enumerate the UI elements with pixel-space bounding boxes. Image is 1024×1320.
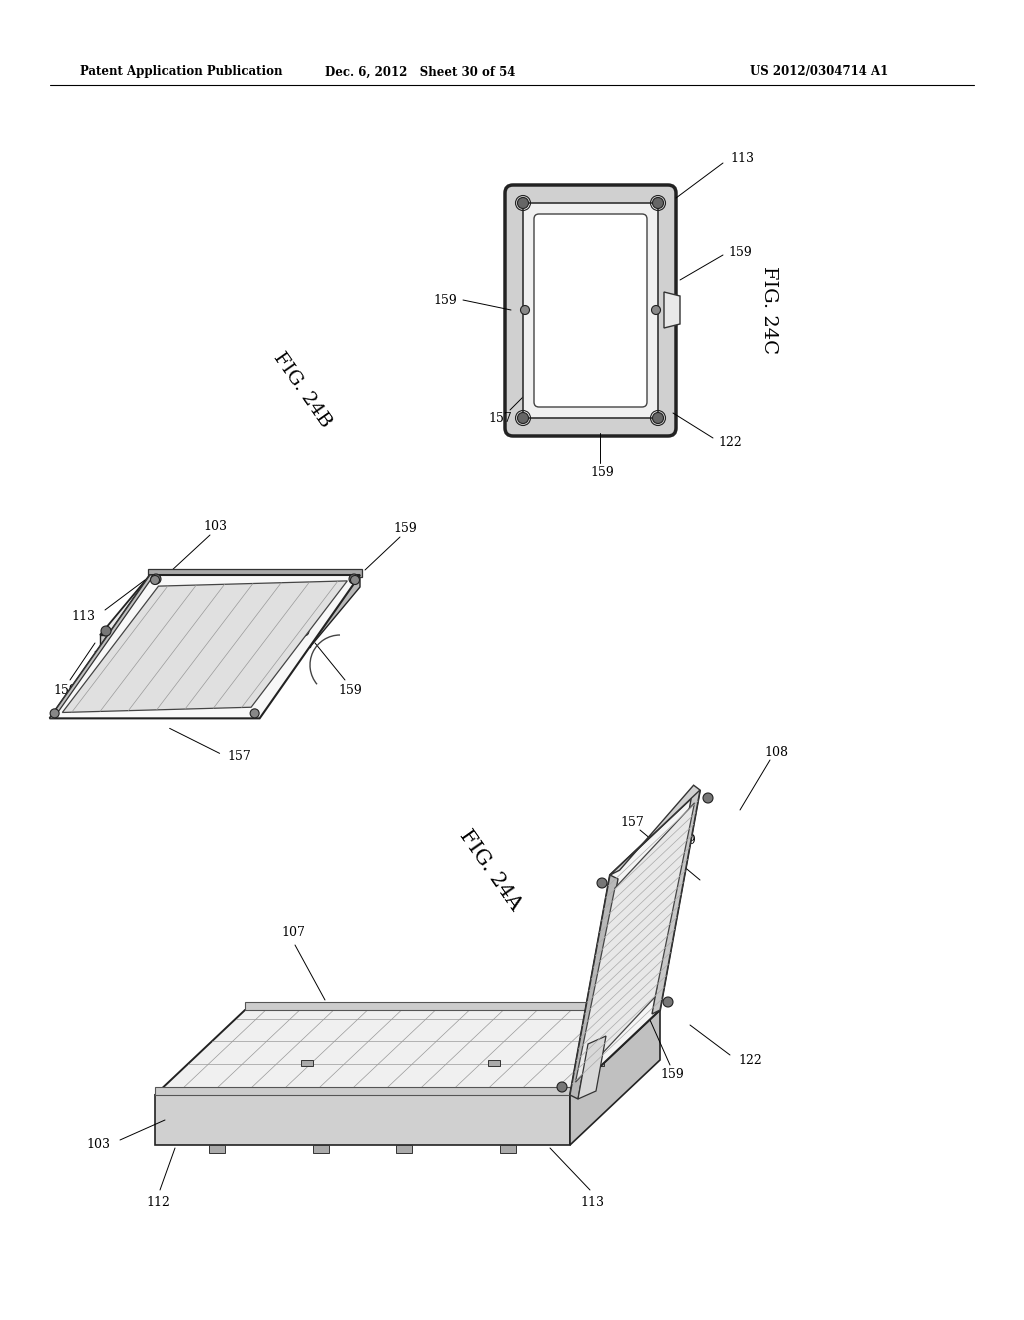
Polygon shape [155,1096,570,1144]
FancyBboxPatch shape [534,214,647,407]
Bar [592,1060,604,1067]
Circle shape [101,626,111,636]
Circle shape [651,305,660,314]
Circle shape [652,412,664,424]
Circle shape [517,198,528,209]
Text: 113: 113 [730,152,754,165]
Bar [301,1060,313,1067]
Text: 108: 108 [764,746,788,759]
Text: US 2012/0304714 A1: US 2012/0304714 A1 [750,66,888,78]
Polygon shape [49,576,154,718]
Text: Dec. 6, 2012   Sheet 30 of 54: Dec. 6, 2012 Sheet 30 of 54 [325,66,515,78]
Polygon shape [100,635,310,647]
Text: 159: 159 [728,246,752,259]
Polygon shape [245,1002,660,1010]
Text: 159: 159 [393,523,417,536]
Text: 113: 113 [71,610,95,623]
Polygon shape [652,789,700,1014]
Polygon shape [49,576,360,718]
Text: FIG. 24A: FIG. 24A [456,826,524,913]
Text: FIG. 24C: FIG. 24C [760,267,778,354]
Text: 112: 112 [93,649,117,663]
Text: 159: 159 [672,833,695,846]
Polygon shape [100,576,360,635]
Polygon shape [570,875,618,1100]
Text: 122: 122 [718,437,741,450]
Bar [500,1144,516,1152]
Polygon shape [610,785,700,875]
Polygon shape [148,569,362,577]
Polygon shape [570,1010,660,1144]
Circle shape [151,576,160,585]
Polygon shape [570,789,700,1096]
Circle shape [350,576,359,585]
Polygon shape [62,581,347,713]
Polygon shape [664,292,680,327]
Circle shape [517,412,528,424]
Circle shape [520,305,529,314]
Polygon shape [155,1010,660,1096]
Polygon shape [575,803,694,1082]
Text: 103: 103 [86,1138,110,1151]
Text: 157: 157 [621,816,644,829]
Text: 159: 159 [660,1068,684,1081]
Polygon shape [310,576,360,647]
Circle shape [50,709,59,718]
Text: 122: 122 [738,1055,762,1068]
Circle shape [299,626,309,636]
Polygon shape [578,1036,606,1100]
Text: Patent Application Publication: Patent Application Publication [80,66,283,78]
Bar [209,1144,225,1152]
Circle shape [557,1082,567,1092]
Bar [313,1144,329,1152]
Text: 157: 157 [488,412,512,425]
Bar [488,1060,500,1067]
Text: 159: 159 [338,684,361,697]
Circle shape [597,878,607,888]
Bar [396,1144,412,1152]
Text: 159: 159 [590,466,613,479]
Text: 159: 159 [433,293,457,306]
Text: 103: 103 [203,520,227,533]
FancyBboxPatch shape [505,185,676,436]
Circle shape [652,198,664,209]
FancyBboxPatch shape [523,203,658,418]
Polygon shape [155,1086,570,1096]
Circle shape [151,574,161,583]
Text: FIG. 24B: FIG. 24B [270,348,335,432]
Circle shape [703,793,713,803]
Text: 107: 107 [281,925,305,939]
Text: 157: 157 [227,750,251,763]
Circle shape [663,997,673,1007]
Text: 113: 113 [580,1196,604,1209]
Polygon shape [110,578,350,632]
Circle shape [250,709,259,718]
Circle shape [349,574,359,583]
Text: 112: 112 [146,1196,170,1209]
Text: 159: 159 [53,684,77,697]
